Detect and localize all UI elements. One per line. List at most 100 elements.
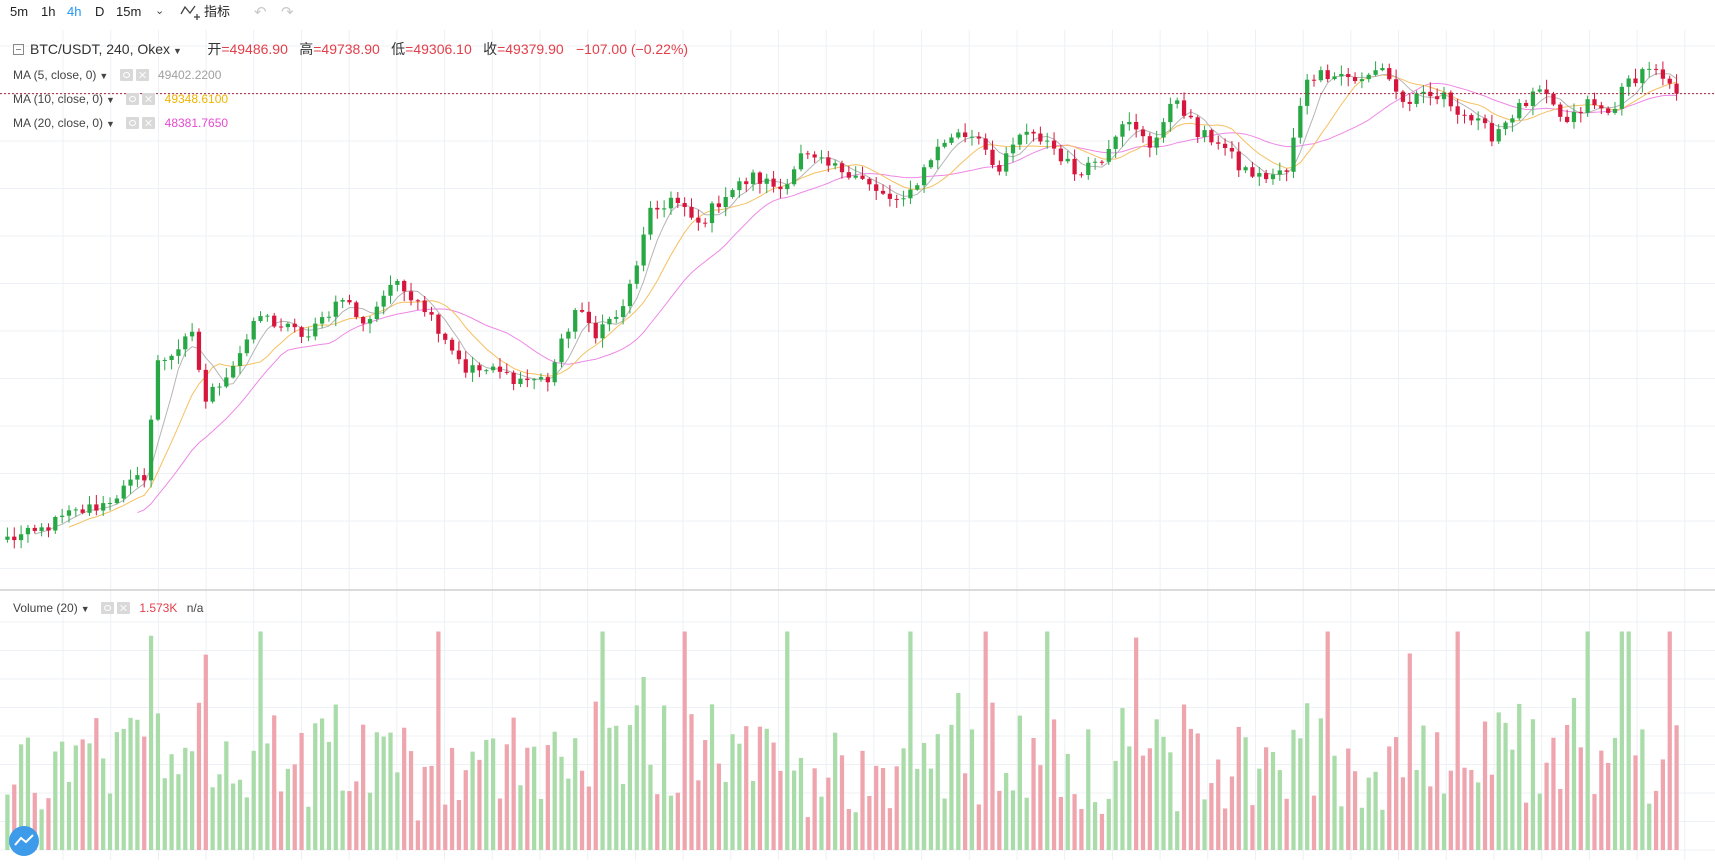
volume-bar xyxy=(634,705,639,850)
volume-bar xyxy=(128,717,133,850)
ma10-label[interactable]: MA (10, close, 0) xyxy=(13,92,104,106)
interval-4h-button[interactable]: 4h xyxy=(67,4,82,19)
volume-bar xyxy=(1270,751,1276,850)
candle-body xyxy=(1640,69,1645,84)
candle-body xyxy=(716,203,721,208)
candle-body xyxy=(333,301,338,317)
ma20-label[interactable]: MA (20, close, 0) xyxy=(13,116,104,130)
eye-icon[interactable] xyxy=(126,117,140,129)
volume-bar xyxy=(545,745,550,850)
indicators-button[interactable]: 指标 xyxy=(204,4,231,19)
candle-body xyxy=(39,527,44,531)
candle-body xyxy=(593,322,598,339)
volume-bar xyxy=(1414,769,1419,850)
volume-bar xyxy=(593,701,598,850)
volume-bar xyxy=(819,796,824,850)
interval-1h-button[interactable]: 1h xyxy=(41,4,56,19)
candle-body xyxy=(1660,69,1666,79)
volume-bar xyxy=(730,734,735,850)
candle-body xyxy=(1359,79,1365,82)
interval-5m-button[interactable]: 5m xyxy=(10,4,29,19)
volume-bar xyxy=(1168,752,1173,850)
volume-bar xyxy=(443,804,448,850)
candle-body xyxy=(443,333,448,340)
close-icon[interactable] xyxy=(135,69,149,81)
volume-bar xyxy=(901,748,906,850)
candle-body xyxy=(354,302,359,318)
chevron-down-icon[interactable]: ▼ xyxy=(106,95,115,105)
price-chart[interactable] xyxy=(0,30,1715,867)
volume-bar xyxy=(990,702,995,850)
volume-bar xyxy=(689,714,694,850)
candle-body xyxy=(1134,121,1139,130)
volume-bar xyxy=(641,676,646,850)
candle-body xyxy=(60,515,65,517)
close-icon[interactable] xyxy=(142,117,156,129)
volume-bar xyxy=(463,770,468,850)
candle-body xyxy=(839,163,845,173)
volume-bar xyxy=(258,631,263,850)
candle-body xyxy=(1455,106,1460,115)
volume-bar xyxy=(1667,631,1672,850)
redo-icon[interactable]: ↷ xyxy=(281,4,294,21)
candle-body xyxy=(1311,79,1317,81)
interval-15m-button[interactable]: 15m xyxy=(116,4,142,19)
volume-bar xyxy=(586,786,592,850)
volume-bar xyxy=(1154,719,1159,850)
volume-bar xyxy=(155,713,161,850)
candle-body xyxy=(600,324,605,339)
candle-body xyxy=(73,509,78,511)
eye-icon[interactable] xyxy=(126,93,140,105)
volume-label[interactable]: Volume (20) xyxy=(13,601,78,615)
candle-body xyxy=(682,203,687,208)
eye-icon[interactable] xyxy=(100,602,114,614)
volume-bar xyxy=(395,772,400,850)
undo-icon[interactable]: ↶ xyxy=(254,4,267,21)
volume-bar xyxy=(497,798,503,850)
volume-bar xyxy=(1318,718,1323,850)
chevron-down-icon[interactable]: ▼ xyxy=(106,119,115,129)
volume-bar xyxy=(1352,771,1358,850)
candle-body xyxy=(1380,68,1385,71)
volume-bar xyxy=(299,732,304,850)
volume-bar xyxy=(354,781,359,850)
volume-bar xyxy=(319,718,325,850)
volume-bar xyxy=(662,705,667,850)
candle-body xyxy=(573,310,578,332)
candle-body xyxy=(1291,137,1296,172)
candle-body xyxy=(1147,136,1152,148)
volume-bar xyxy=(1311,795,1317,850)
indicators-icon[interactable] xyxy=(179,2,201,22)
volume-bar xyxy=(1578,747,1583,850)
eye-icon[interactable] xyxy=(119,69,133,81)
candle-body xyxy=(313,323,318,337)
close-icon[interactable] xyxy=(142,93,156,105)
interval-d-button[interactable]: D xyxy=(95,4,105,19)
candle-body xyxy=(1407,101,1412,104)
volume-bar xyxy=(196,702,202,850)
volume-bar xyxy=(374,732,379,850)
candle-body xyxy=(278,326,284,328)
volume-bar xyxy=(1243,737,1248,850)
logo[interactable] xyxy=(9,826,39,856)
chevron-down-icon[interactable]: ▼ xyxy=(99,71,109,81)
collapse-icon[interactable] xyxy=(13,44,24,55)
candle-body xyxy=(1585,99,1590,113)
volume-bar xyxy=(135,719,140,850)
ma20-line xyxy=(137,82,1677,514)
volume-bar xyxy=(1619,631,1624,850)
chevron-down-icon[interactable]: ▼ xyxy=(173,46,182,56)
candle-body xyxy=(1448,92,1453,107)
volume-bar xyxy=(1079,808,1084,850)
volume-bar xyxy=(422,766,427,850)
volume-bar xyxy=(1496,712,1501,850)
candle-body xyxy=(1476,118,1481,121)
candle-body xyxy=(244,339,249,354)
chevron-down-icon[interactable]: ▼ xyxy=(80,604,90,614)
ma5-label[interactable]: MA (5, close, 0) xyxy=(13,68,97,82)
chevron-down-icon[interactable]: ⌄ xyxy=(155,5,165,17)
candle-body xyxy=(1462,114,1467,116)
symbol-title[interactable]: BTC/USDT, 240, Okex xyxy=(30,41,171,57)
candle-body xyxy=(25,527,31,535)
close-icon[interactable] xyxy=(116,602,130,614)
